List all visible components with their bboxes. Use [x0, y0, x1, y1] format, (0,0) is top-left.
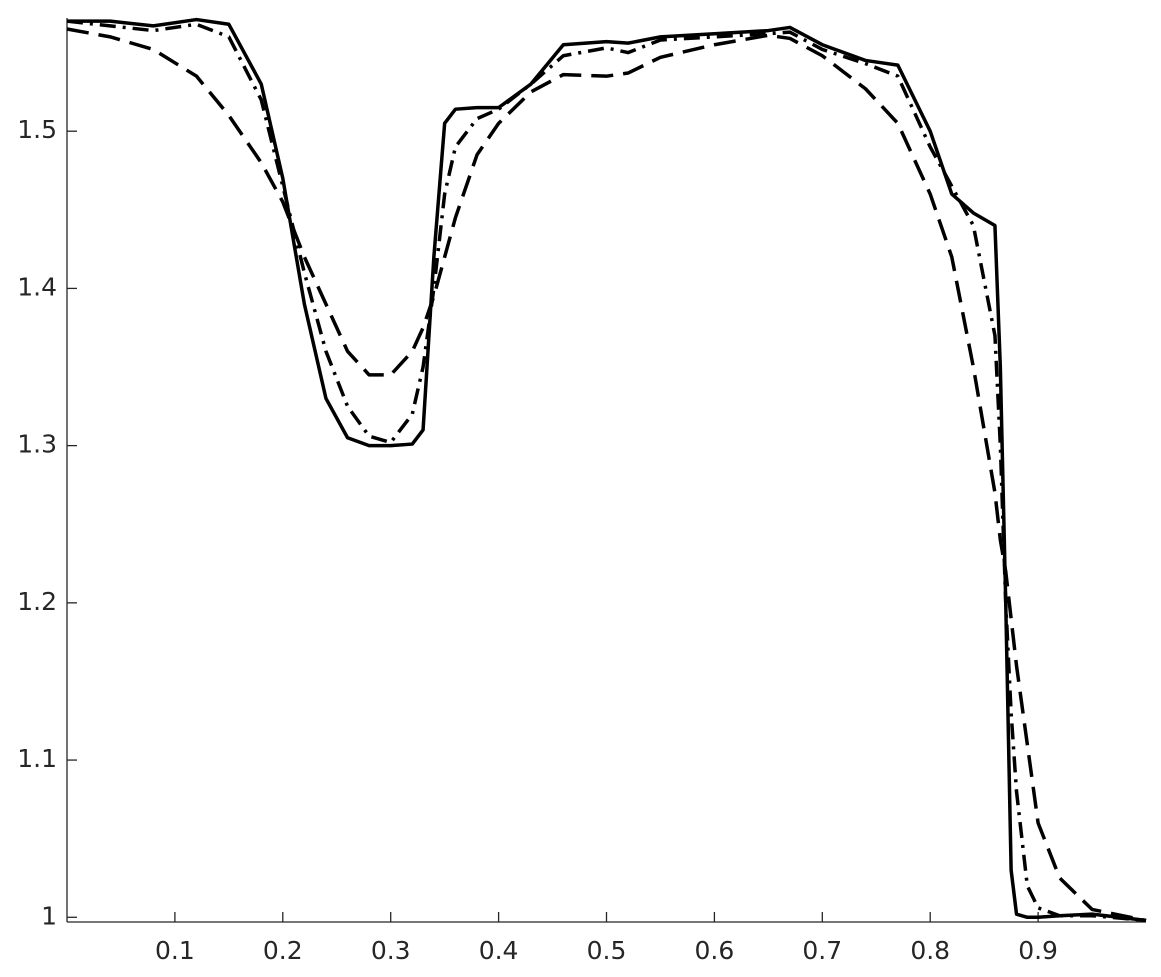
line-series [66, 27, 1147, 923]
x-tick-label: 0.3 [371, 936, 411, 965]
y-tick-label: 1.3 [17, 430, 57, 459]
x-tick-label: 0.7 [802, 936, 842, 965]
x-tick-label: 0.9 [1018, 936, 1058, 965]
x-tick-label: 0.1 [155, 936, 195, 965]
y-tick-label: 1.4 [17, 272, 57, 301]
y-tick-label: 1.5 [17, 115, 57, 144]
y-tick-label: 1.1 [17, 744, 57, 773]
y-tick-label: 1 [41, 901, 57, 930]
x-tick-label: 0.6 [695, 936, 735, 965]
x-tick-label: 0.5 [587, 936, 627, 965]
line-series [66, 19, 1147, 923]
x-tick-label: 0.8 [910, 936, 950, 965]
line-series [67, 17, 1147, 923]
x-tick-label: 0.2 [263, 936, 303, 965]
y-tick-label: 1.2 [17, 587, 57, 616]
x-tick-label: 0.4 [479, 936, 519, 965]
